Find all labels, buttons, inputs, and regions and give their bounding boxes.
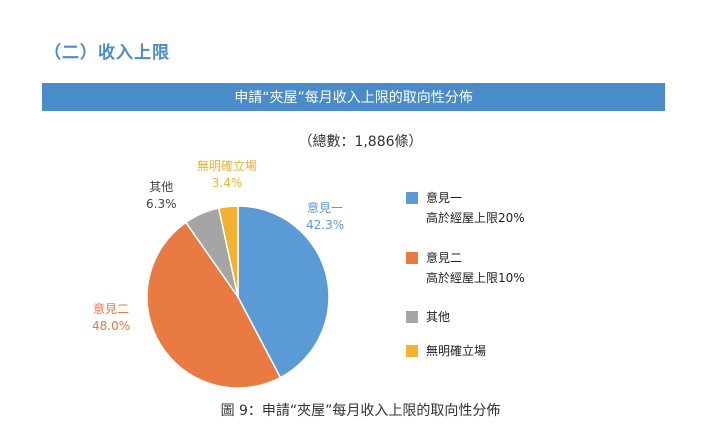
legend-swatch: [406, 345, 418, 357]
legend-swatch: [406, 311, 418, 323]
slice-label-name: 意見一: [307, 201, 344, 215]
legend-label: 意見二: [426, 251, 463, 265]
pie-slice-opinion1: [237, 205, 330, 379]
figure-caption: 圖 9：申請“夾屋”每月收入上限的取向性分佈: [220, 403, 501, 419]
legend-swatch: [406, 192, 418, 204]
chart-title: 申請“夾屋”每月收入上限的取向性分佈: [234, 90, 473, 106]
legend-swatch: [406, 252, 418, 264]
total-count-note: （總數：1,886條）: [298, 134, 423, 150]
slice-label-other: 其他 6.3%: [146, 179, 177, 213]
slice-label-name: 意見二: [93, 302, 130, 316]
slice-label-value: 42.3%: [306, 218, 345, 232]
slice-label-name: 無明確立場: [197, 159, 258, 173]
slice-label-value: 6.3%: [146, 197, 177, 211]
slice-label-opinion2: 意見二 48.0%: [92, 301, 130, 335]
pie-slice-opinion2: [146, 221, 282, 389]
chart-title-banner: 申請“夾屋”每月收入上限的取向性分佈: [42, 83, 665, 111]
slice-label-opinion1: 意見一 42.3%: [306, 200, 344, 234]
legend-sublabel: 高於經屋上限10%: [426, 271, 525, 285]
legend-label: 其他: [426, 310, 451, 324]
legend-sublabel: 高於經屋上限20%: [426, 211, 525, 225]
slice-label-value: 3.4%: [211, 176, 243, 190]
slice-label-unclear: 無明確立場 3.4%: [197, 158, 257, 192]
slice-label-name: 其他: [149, 180, 174, 194]
section-heading: （二）收入上限: [44, 43, 170, 63]
legend-label: 無明確立場: [426, 344, 487, 358]
pie-slice-unclear: [217, 205, 239, 298]
slice-label-value: 48.0%: [92, 319, 131, 333]
legend-label: 意見一: [426, 191, 463, 205]
